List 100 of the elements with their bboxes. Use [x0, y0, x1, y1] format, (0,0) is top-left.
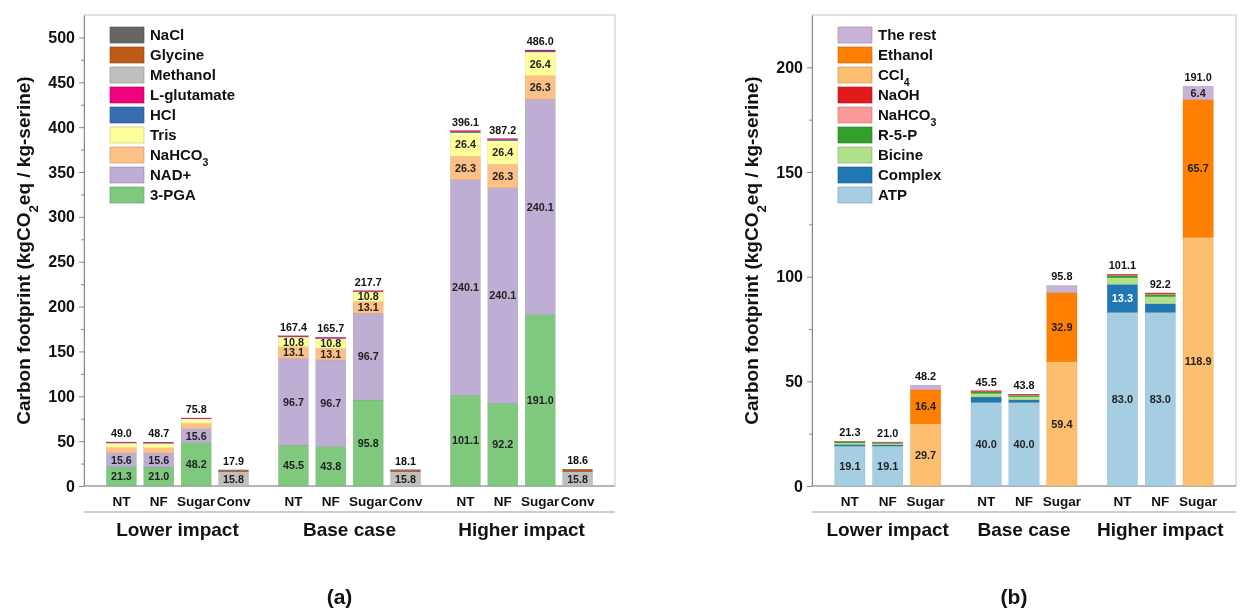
data-label: 10.8 — [282, 335, 304, 348]
data-label: 21.3 — [110, 470, 132, 483]
total-label: 48.2 — [914, 370, 937, 383]
legend-label: 3-PGA — [150, 186, 197, 203]
data-label: 15.8 — [567, 472, 589, 485]
legend-label: NaHCO$_{3}$ — [878, 106, 937, 128]
legend-label: Bicine — [878, 146, 924, 163]
data-label: 13.1 — [282, 346, 304, 359]
total-label: 486.0 — [526, 34, 554, 47]
data-label: 16.4 — [914, 400, 937, 413]
x-tick-label: Conv — [560, 494, 595, 509]
legend-label: R-5-P — [878, 126, 918, 143]
data-label: 10.8 — [320, 337, 342, 350]
total-label: 396.1 — [451, 115, 479, 128]
y-tick-label: 450 — [48, 73, 76, 91]
data-label: 26.3 — [492, 169, 514, 182]
x-tick-label: Sugar — [906, 494, 946, 509]
y-tick-label: 50 — [785, 372, 804, 390]
y-tick-label: 150 — [48, 343, 76, 361]
x-tick-label: NT — [456, 494, 476, 509]
total-label: 17.9 — [223, 454, 245, 467]
y-tick-label: 150 — [776, 163, 804, 181]
data-label: 96.7 — [320, 397, 342, 410]
text: Higher impact — [458, 519, 586, 540]
data-label: 26.4 — [454, 138, 476, 151]
x-tick-label: NT — [1113, 494, 1133, 509]
x-tick-label: NT — [284, 494, 304, 509]
total-label: 21.3 — [839, 426, 861, 439]
data-label: 19.1 — [839, 459, 861, 472]
data-label: 83.0 — [1149, 392, 1171, 405]
text: Base case — [303, 519, 396, 540]
total-label: 217.7 — [354, 275, 382, 288]
x-tick-label: Sugar — [1179, 494, 1219, 509]
x-tick-label: NF — [1015, 494, 1033, 509]
data-label: 32.9 — [1051, 321, 1073, 334]
y-tick-label: 250 — [48, 253, 76, 271]
data-label: 118.9 — [1184, 355, 1212, 368]
data-label: 15.6 — [148, 453, 170, 466]
x-tick-label: NF — [878, 494, 897, 509]
total-label: 48.7 — [148, 427, 170, 440]
x-tick-label: Sugar — [521, 494, 561, 509]
x-tick-label: Conv — [216, 494, 251, 509]
data-label: 40.0 — [975, 437, 997, 450]
data-label: 101.1 — [451, 434, 479, 447]
data-label: 40.0 — [1013, 437, 1035, 450]
data-label: 83.0 — [1111, 392, 1134, 405]
legend-label: Ethanol — [878, 46, 933, 63]
total-label: 21.0 — [877, 427, 899, 440]
total-label: 165.7 — [317, 322, 345, 335]
data-label: 59.4 — [1051, 417, 1073, 430]
data-label: 13.3 — [1111, 292, 1134, 305]
data-label: 48.2 — [185, 458, 207, 471]
text: Lower impact — [116, 519, 240, 540]
x-tick-label: NF — [149, 494, 168, 509]
legend-label: NAD+ — [150, 166, 192, 183]
y-tick-label: 100 — [48, 387, 76, 405]
total-label: 95.8 — [1051, 270, 1073, 283]
y-tick-label: 200 — [776, 58, 804, 76]
data-label: 21.0 — [148, 470, 170, 483]
data-label: 240.1 — [526, 200, 554, 213]
x-tick-label: NT — [840, 494, 860, 509]
y-tick-label: 50 — [57, 432, 76, 450]
y-tick-label: 100 — [776, 268, 804, 286]
data-label: 96.7 — [282, 395, 304, 408]
x-tick-label: NF — [493, 494, 512, 509]
data-label: 240.1 — [451, 281, 479, 294]
data-label: 26.4 — [492, 146, 514, 159]
total-label: 191.0 — [1184, 71, 1212, 84]
legend-label: NaCl — [150, 26, 185, 43]
data-label: 15.6 — [110, 453, 132, 466]
data-label: 13.1 — [320, 347, 342, 360]
data-label: 26.3 — [529, 81, 551, 94]
legend-label: L-glutamate — [150, 86, 236, 103]
data-label: 92.2 — [492, 438, 514, 451]
data-label: 26.4 — [529, 57, 551, 70]
data-label: 13.1 — [357, 301, 379, 314]
total-label: 43.8 — [1013, 379, 1035, 392]
legend-label: Glycine — [150, 46, 205, 63]
data-label: 96.7 — [357, 350, 379, 363]
total-label: 387.2 — [489, 123, 517, 136]
legend-label: NaHCO$_{3}$ — [150, 146, 209, 168]
data-label: 15.8 — [395, 472, 417, 485]
legend-label: Methanol — [150, 66, 216, 83]
text: (b) — [1000, 585, 1028, 608]
y-tick-label: 350 — [48, 163, 76, 181]
legend-label: CCl$_{4}$ — [878, 66, 910, 88]
x-tick-label: Sugar — [1042, 494, 1082, 509]
y-tick-label: 500 — [48, 29, 76, 47]
text: (a) — [326, 585, 353, 608]
total-label: 18.1 — [395, 454, 417, 467]
data-label: 15.8 — [223, 472, 245, 485]
x-tick-label: NF — [321, 494, 340, 509]
legend-label: HCl — [150, 106, 176, 123]
data-label: 95.8 — [357, 436, 379, 449]
y-tick-label: 200 — [48, 298, 76, 316]
data-label: 6.4 — [1190, 86, 1206, 99]
data-label: 43.8 — [320, 460, 342, 473]
data-label: 29.7 — [914, 448, 937, 461]
x-tick-label: Sugar — [177, 494, 217, 509]
x-tick-label: Conv — [388, 494, 423, 509]
